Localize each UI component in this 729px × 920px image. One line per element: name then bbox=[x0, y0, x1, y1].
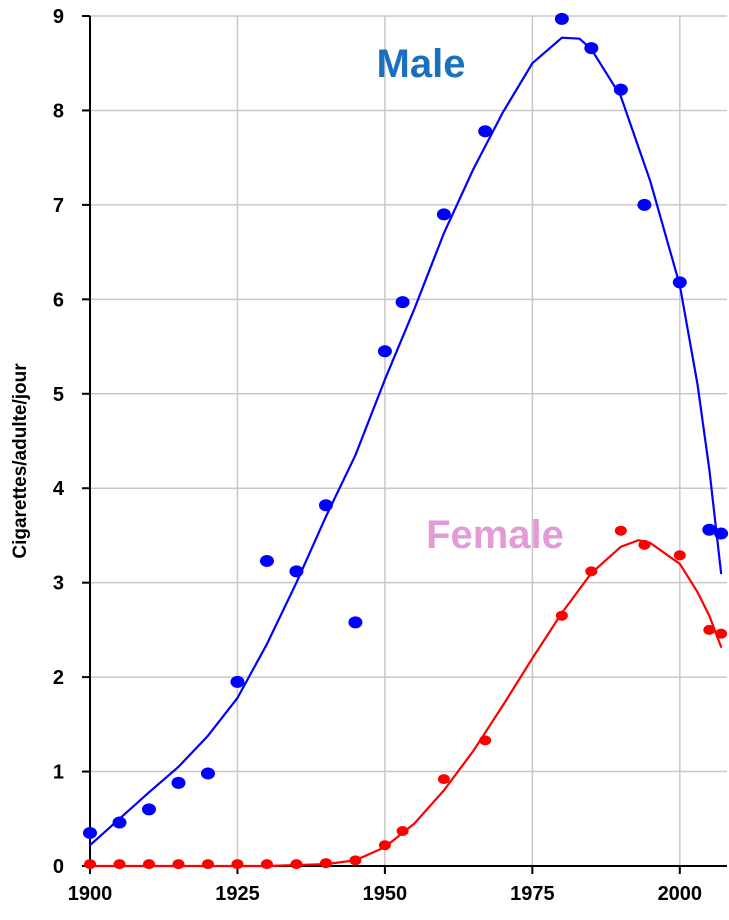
data-point-male bbox=[141, 803, 156, 816]
data-point-male bbox=[584, 42, 599, 55]
data-point-male bbox=[637, 198, 652, 211]
data-point-male bbox=[289, 565, 304, 578]
data-point-female bbox=[378, 840, 391, 851]
y-tick-label: 9 bbox=[53, 6, 64, 28]
series-label-male: Male bbox=[377, 42, 466, 86]
y-tick-label: 4 bbox=[53, 478, 65, 500]
y-tick-label: 2 bbox=[53, 667, 64, 689]
series-male bbox=[83, 12, 729, 847]
x-tick-label: 1975 bbox=[510, 883, 555, 905]
data-point-female bbox=[614, 525, 627, 536]
data-point-female bbox=[715, 628, 728, 639]
x-tick-labels: 1900 1925 1950 1975 2000 bbox=[68, 866, 702, 905]
x-tick-label: 1950 bbox=[363, 883, 408, 905]
data-point-female bbox=[201, 859, 214, 870]
data-point-female bbox=[113, 859, 126, 870]
axes bbox=[89, 16, 727, 867]
data-point-female bbox=[290, 859, 303, 870]
data-point-male bbox=[230, 675, 245, 688]
data-point-male bbox=[672, 276, 687, 289]
data-point-male bbox=[377, 345, 392, 358]
y-tick-label: 5 bbox=[53, 384, 64, 406]
data-point-female bbox=[172, 859, 185, 870]
data-point-male bbox=[83, 826, 97, 839]
data-point-male bbox=[318, 499, 333, 512]
y-axis-label: Cigarettes/adulte/jour bbox=[10, 363, 31, 559]
data-point-male bbox=[613, 83, 628, 96]
data-point-male bbox=[478, 125, 493, 138]
x-tick-label: 1900 bbox=[68, 883, 113, 905]
y-tick-label: 6 bbox=[53, 289, 64, 311]
y-tick-label: 8 bbox=[53, 100, 64, 122]
data-point-female bbox=[437, 774, 450, 785]
data-point-female bbox=[396, 826, 409, 837]
data-point-male bbox=[171, 776, 186, 789]
data-point-female bbox=[555, 610, 568, 621]
data-point-male bbox=[259, 554, 274, 567]
data-point-male bbox=[348, 616, 363, 629]
x-tick-label: 1925 bbox=[215, 883, 260, 905]
data-point-female bbox=[673, 550, 686, 561]
data-point-male bbox=[200, 767, 215, 780]
data-point-female bbox=[703, 624, 716, 635]
grid bbox=[89, 15, 727, 867]
data-point-female bbox=[260, 859, 273, 870]
y-tick-label: 3 bbox=[53, 573, 64, 595]
data-point-male bbox=[112, 816, 127, 829]
data-point-male bbox=[395, 296, 410, 309]
data-point-male bbox=[554, 12, 569, 25]
data-point-male bbox=[436, 208, 451, 221]
data-point-female bbox=[349, 855, 362, 866]
data-point-female bbox=[231, 859, 244, 870]
data-point-male bbox=[702, 523, 717, 536]
data-point-female bbox=[84, 859, 96, 870]
data-point-female bbox=[638, 539, 651, 550]
trend-line-female bbox=[88, 539, 723, 868]
data-point-male bbox=[714, 527, 729, 540]
data-point-female bbox=[319, 858, 332, 869]
data-point-female bbox=[585, 566, 598, 577]
x-tick-label: 2000 bbox=[658, 883, 703, 905]
series-label-female: Female bbox=[426, 513, 564, 557]
data-point-female bbox=[479, 735, 492, 746]
series-female bbox=[84, 525, 728, 870]
trend-line-male bbox=[88, 36, 723, 847]
y-tick-labels: 0 1 2 3 4 5 6 7 8 9 bbox=[53, 6, 90, 878]
data-point-female bbox=[142, 859, 155, 870]
series-layer bbox=[83, 12, 729, 870]
y-tick-label: 7 bbox=[53, 195, 64, 217]
y-tick-label: 1 bbox=[53, 762, 64, 784]
y-tick-label: 0 bbox=[53, 856, 64, 878]
